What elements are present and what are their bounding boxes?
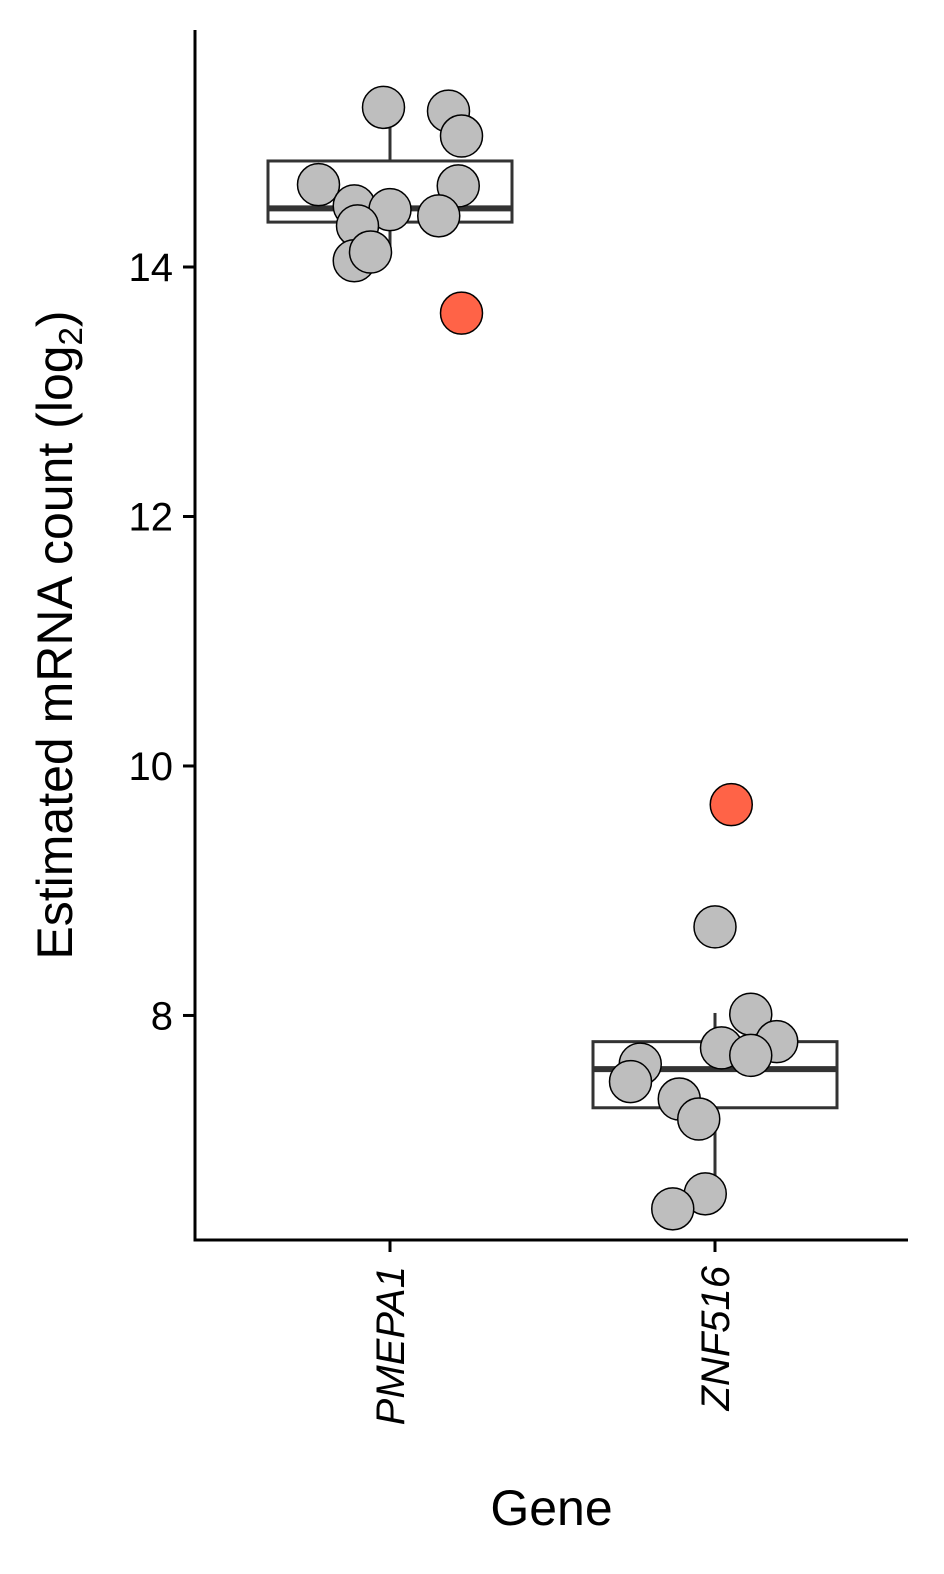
plot-content [266,85,839,1231]
data-point [348,230,393,274]
data-point [729,1033,773,1078]
data-point [296,162,341,207]
highlighted-data-point [439,291,484,335]
data-point [693,905,737,949]
y-axis-title: Estimated mRNA count (log2) [27,310,89,959]
data-point [608,1059,653,1104]
y-tick-label: 10 [129,745,174,789]
data-point [361,85,406,130]
y-tick-label: 8 [151,994,173,1038]
x-axis-title: Gene [490,1480,612,1536]
x-category-label: ZNF516 [694,1265,738,1411]
data-point [651,1187,695,1231]
data-points [296,85,799,1231]
y-ticks: 8 10 12 14 [129,246,195,1038]
y-tick-label: 14 [129,246,174,290]
data-point [417,194,461,238]
data-point [677,1097,721,1141]
y-tick-label: 12 [129,495,174,539]
y-axis-title-close: ) [27,310,83,327]
axes: 8 10 12 14 PMEPA1 ZNF516 [129,30,908,1425]
y-axis-title-main: Estimated mRNA count (log [27,345,83,959]
data-point [439,114,484,158]
x-ticks: PMEPA1 ZNF516 [369,1240,738,1425]
x-category-label: PMEPA1 [369,1266,413,1425]
highlighted-data-point [709,782,753,827]
y-axis-title-subscript: 2 [52,327,89,345]
